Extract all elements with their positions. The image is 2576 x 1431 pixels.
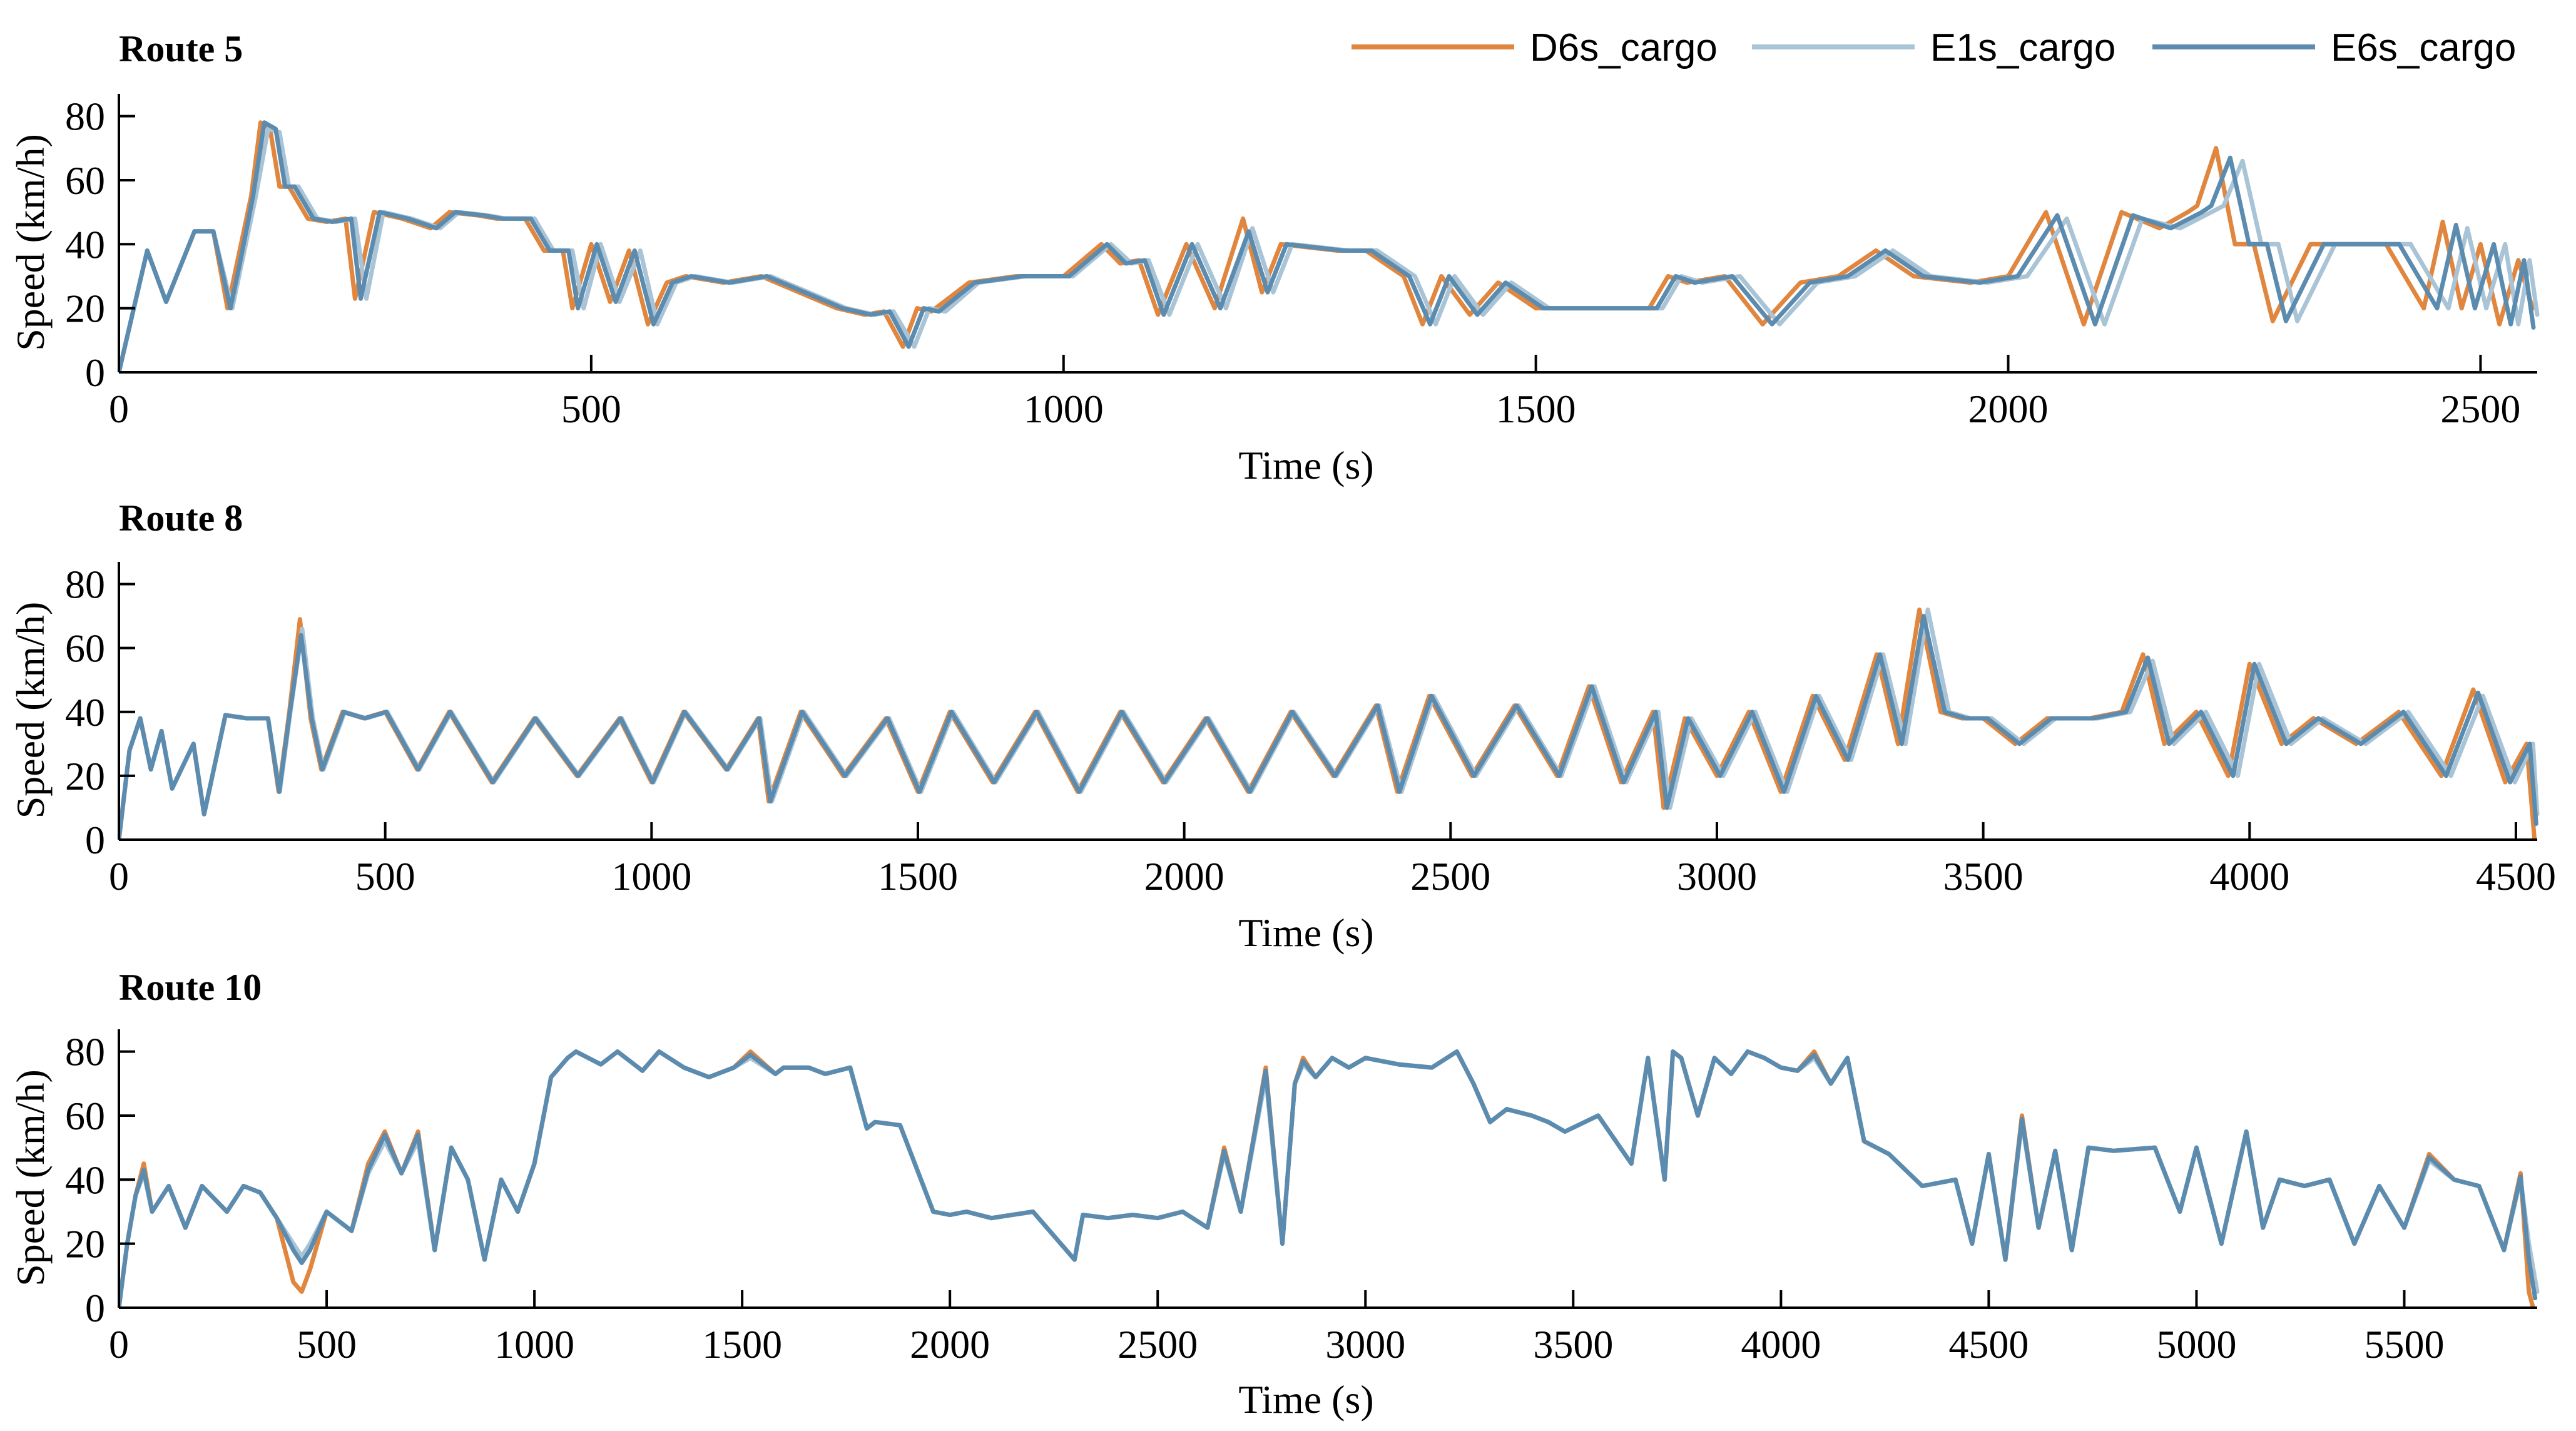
x-tick-label: 4000 <box>2209 854 2289 899</box>
x-tick-label: 1500 <box>878 854 958 899</box>
x-tick-label: 500 <box>297 1322 357 1367</box>
x-tick-label: 2000 <box>1144 854 1224 899</box>
y-axis-title: Speed (km/h) <box>8 134 53 351</box>
y-tick-label: 80 <box>65 563 105 607</box>
y-tick-label: 0 <box>85 1286 105 1330</box>
y-tick-label: 40 <box>65 690 105 735</box>
y-tick-label: 80 <box>65 1030 105 1074</box>
x-tick-label: 1500 <box>702 1322 782 1367</box>
panel-route-3: Route 10 0 500 1000 1500 2000 2500 3000 3500 4000… <box>8 967 2540 1422</box>
series-line-e6s-cargo <box>119 1049 2538 1308</box>
x-tick-label: 4500 <box>2476 854 2556 899</box>
y-tick-label: 60 <box>65 626 105 671</box>
x-tick-label: 0 <box>109 387 129 431</box>
x-axis-title: Time (s) <box>1238 910 1373 955</box>
y-axis-title: Speed (km/h) <box>8 1069 53 1286</box>
y-tick-label: 60 <box>65 158 105 203</box>
x-tick-label: 2500 <box>1117 1322 1198 1367</box>
x-tick-label: 5500 <box>2364 1322 2444 1367</box>
series-line-d6s-cargo <box>119 607 2537 840</box>
y-tick-label: 60 <box>65 1094 105 1138</box>
y-tick-label: 40 <box>65 222 105 267</box>
y-tick-label: 0 <box>85 818 105 862</box>
x-tick-label: 0 <box>109 1322 129 1367</box>
x-tick-label: 0 <box>109 854 129 899</box>
y-tick-label: 20 <box>65 287 105 331</box>
panel-title: Route 5 <box>119 28 243 69</box>
x-tick-label: 2500 <box>1410 854 1490 899</box>
x-tick-label: 500 <box>355 854 415 899</box>
y-tick-label: 80 <box>65 94 105 139</box>
y-tick-label: 40 <box>65 1158 105 1202</box>
x-tick-label: 4500 <box>1948 1322 2029 1367</box>
x-tick-label: 2500 <box>2440 387 2520 431</box>
legend: D6s_cargo E1s_cargo E6s_cargo <box>1352 26 2516 69</box>
series-line-e1s-cargo <box>119 1049 2540 1308</box>
series-line-d6s-cargo <box>119 1049 2535 1308</box>
x-tick-label: 2000 <box>1968 387 2049 431</box>
panel-title: Route 10 <box>119 967 262 1008</box>
legend-label: E1s_cargo <box>1930 26 2115 69</box>
series-line-e1s-cargo <box>119 126 2540 372</box>
legend-label: E6s_cargo <box>2331 26 2516 69</box>
x-tick-label: 4000 <box>1741 1322 1821 1367</box>
series-line-e6s-cargo <box>119 614 2538 840</box>
series-line-e6s-cargo <box>119 120 2536 372</box>
x-tick-label: 500 <box>561 387 621 431</box>
x-axis-title: Time (s) <box>1238 1377 1373 1422</box>
x-tick-label: 2000 <box>910 1322 990 1367</box>
y-axis-title: Speed (km/h) <box>8 602 53 819</box>
y-tick-label: 20 <box>65 754 105 798</box>
x-tick-label: 1000 <box>611 854 691 899</box>
panel-route-2: Route 8 0 500 1000 1500 2000 2500 3000 3500 4000 4… <box>8 497 2556 955</box>
x-tick-label: 5000 <box>2156 1322 2236 1367</box>
x-axis-title: Time (s) <box>1238 443 1373 487</box>
y-tick-label: 20 <box>65 1222 105 1266</box>
series-line-e1s-cargo <box>119 607 2540 840</box>
legend-label: D6s_cargo <box>1530 26 1718 69</box>
y-tick-label: 0 <box>85 350 105 395</box>
x-tick-label: 3000 <box>1677 854 1757 899</box>
panel-route-1: Route 5 0 500 1000 1500 2000 2500 0 20 40 60 80 Time… <box>8 28 2540 487</box>
x-tick-label: 1000 <box>494 1322 574 1367</box>
x-tick-label: 1000 <box>1024 387 1104 431</box>
x-tick-label: 1500 <box>1496 387 1576 431</box>
x-tick-label: 3500 <box>1943 854 2024 899</box>
series-line-d6s-cargo <box>119 120 2535 372</box>
x-tick-label: 3000 <box>1325 1322 1405 1367</box>
x-tick-label: 3500 <box>1533 1322 1613 1367</box>
panel-title: Route 8 <box>119 497 243 539</box>
